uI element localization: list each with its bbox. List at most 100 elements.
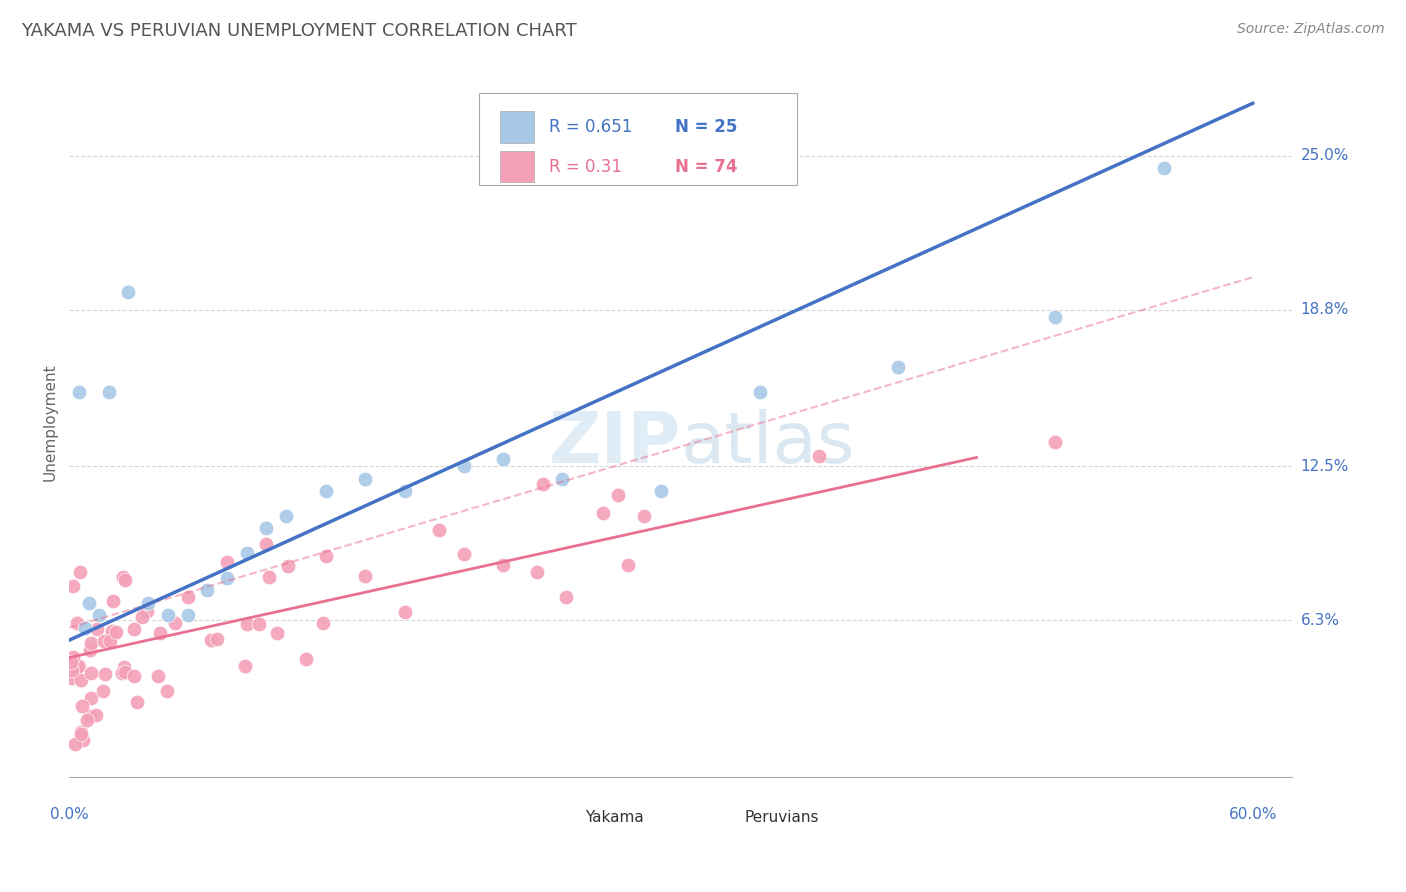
Point — [256, 521, 278, 535]
Text: R = 0.651: R = 0.651 — [548, 118, 631, 136]
Point — [67, 658, 90, 673]
Point — [200, 632, 222, 647]
Point — [215, 571, 238, 585]
Point — [807, 449, 830, 463]
Text: N = 74: N = 74 — [675, 158, 737, 176]
Point — [650, 483, 672, 498]
Point — [394, 606, 416, 620]
Point — [80, 636, 103, 650]
FancyBboxPatch shape — [546, 811, 575, 840]
Point — [101, 624, 124, 639]
Point — [492, 451, 515, 466]
Point — [315, 483, 337, 498]
Point — [233, 659, 256, 673]
Point — [247, 617, 270, 632]
Point — [236, 617, 259, 632]
Point — [67, 658, 90, 673]
Point — [77, 596, 100, 610]
Point — [266, 625, 288, 640]
Point — [72, 733, 94, 747]
Point — [80, 666, 103, 681]
Point — [354, 472, 377, 486]
Text: 12.5%: 12.5% — [1301, 458, 1348, 474]
Point — [453, 548, 475, 562]
FancyBboxPatch shape — [706, 811, 734, 840]
Point — [97, 384, 120, 399]
Point — [76, 713, 98, 727]
Point — [112, 659, 135, 673]
Point — [136, 604, 159, 618]
Point — [886, 359, 908, 374]
Point — [177, 590, 200, 604]
Point — [526, 565, 548, 579]
Point — [122, 622, 145, 636]
Point — [492, 558, 515, 572]
Point — [60, 671, 83, 685]
Text: 6.3%: 6.3% — [1301, 613, 1340, 628]
Text: ZIP: ZIP — [548, 409, 681, 478]
Text: 60.0%: 60.0% — [1229, 807, 1277, 822]
Point — [101, 593, 124, 607]
Point — [111, 665, 134, 680]
Text: 18.8%: 18.8% — [1301, 302, 1348, 317]
Point — [70, 727, 93, 741]
Point — [60, 663, 83, 677]
Point — [257, 570, 280, 584]
Point — [79, 643, 101, 657]
Point — [354, 569, 377, 583]
Point — [91, 683, 114, 698]
Point — [146, 668, 169, 682]
Point — [633, 509, 655, 524]
Point — [67, 384, 90, 399]
Text: Peruvians: Peruvians — [744, 810, 818, 825]
Text: atlas: atlas — [681, 409, 855, 478]
Point — [176, 608, 198, 623]
Point — [453, 459, 475, 474]
Point — [555, 591, 578, 605]
Point — [294, 652, 316, 666]
Text: R = 0.31: R = 0.31 — [548, 158, 621, 176]
Point — [80, 691, 103, 706]
Point — [215, 555, 238, 569]
Point — [114, 665, 136, 680]
Point — [72, 699, 94, 714]
Point — [1045, 310, 1067, 324]
Point — [136, 596, 159, 610]
Point — [1045, 434, 1067, 449]
Point — [205, 632, 228, 646]
Point — [69, 566, 91, 580]
Point — [66, 615, 89, 630]
Point — [1153, 161, 1175, 175]
Point — [312, 615, 335, 630]
Point — [531, 477, 554, 491]
Point — [103, 627, 125, 641]
Point — [114, 573, 136, 587]
Y-axis label: Unemployment: Unemployment — [44, 364, 58, 482]
Point — [67, 658, 90, 673]
Point — [98, 634, 121, 648]
Point — [93, 634, 115, 648]
Point — [748, 384, 770, 399]
Point — [73, 621, 96, 635]
Point — [276, 508, 298, 523]
Point — [112, 570, 135, 584]
Point — [606, 488, 628, 502]
Point — [79, 709, 101, 723]
Point — [149, 625, 172, 640]
Point — [592, 506, 614, 520]
Point — [105, 624, 128, 639]
Text: Yakama: Yakama — [585, 810, 644, 825]
Point — [551, 472, 574, 486]
Point — [87, 608, 110, 623]
Text: YAKAMA VS PERUVIAN UNEMPLOYMENT CORRELATION CHART: YAKAMA VS PERUVIAN UNEMPLOYMENT CORRELAT… — [21, 22, 576, 40]
Point — [65, 737, 87, 751]
Point — [616, 558, 638, 572]
Point — [131, 610, 153, 624]
Point — [394, 483, 416, 498]
Point — [315, 549, 337, 563]
Point — [195, 583, 218, 598]
Point — [156, 683, 179, 698]
Point — [84, 708, 107, 723]
FancyBboxPatch shape — [499, 111, 534, 143]
Point — [235, 546, 257, 560]
